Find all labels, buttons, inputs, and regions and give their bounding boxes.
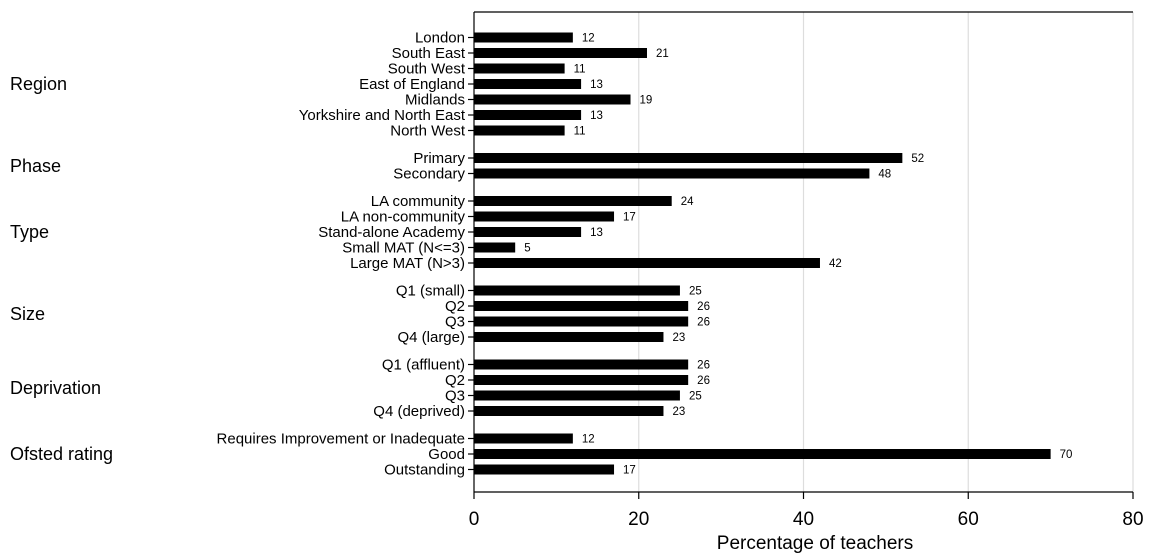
category-label: Q2 xyxy=(445,372,465,389)
bar xyxy=(474,375,689,385)
group-label: Phase xyxy=(10,156,61,176)
data-label: 13 xyxy=(590,79,603,91)
category-label: North West xyxy=(390,123,466,140)
category-label: Q4 (deprived) xyxy=(373,403,465,420)
data-label: 25 xyxy=(689,286,702,298)
bar xyxy=(474,359,689,370)
bar xyxy=(474,449,1051,459)
category-label: Stand-alone Academy xyxy=(318,224,465,241)
data-label: 17 xyxy=(623,212,636,224)
bar xyxy=(474,227,582,237)
group-label: Region xyxy=(10,74,67,94)
x-tick-label: 0 xyxy=(469,509,480,530)
data-label: 11 xyxy=(574,126,586,138)
category-label: Q1 (small) xyxy=(396,283,465,300)
data-label: 21 xyxy=(656,48,669,60)
bar xyxy=(474,168,870,179)
group-label: Type xyxy=(10,222,49,242)
bar xyxy=(474,48,647,58)
category-label: Large MAT (N>3) xyxy=(350,255,465,272)
category-label: Small MAT (N<=3) xyxy=(342,240,465,257)
data-label: 13 xyxy=(590,227,603,239)
x-tick-label: 20 xyxy=(628,509,649,530)
group-label: Size xyxy=(10,304,45,324)
data-label: 70 xyxy=(1060,449,1073,461)
category-label: Primary xyxy=(413,150,465,167)
category-label: Secondary xyxy=(393,166,465,183)
data-label: 12 xyxy=(582,33,595,45)
bar xyxy=(474,125,565,136)
data-labels: 12 21 11 13 19 13 11 52 48 24 17 13 5 42 25 26 26 23 26 26 2… xyxy=(524,33,1072,477)
data-label: 48 xyxy=(878,169,891,181)
category-label: Outstanding xyxy=(384,462,465,479)
bar xyxy=(474,196,672,206)
bar xyxy=(474,32,573,43)
data-label: 26 xyxy=(697,360,710,372)
bar xyxy=(474,332,664,342)
group-label: Deprivation xyxy=(10,378,101,398)
category-label: East of England xyxy=(359,76,465,93)
data-label: 42 xyxy=(829,258,842,270)
category-label: Midlands xyxy=(405,92,465,109)
group-label: Ofsted rating xyxy=(10,444,113,464)
data-label: 23 xyxy=(672,406,685,418)
bar xyxy=(474,316,689,327)
category-label: London xyxy=(415,30,465,47)
data-label: 19 xyxy=(640,95,653,107)
bar xyxy=(474,433,573,444)
category-label: LA community xyxy=(371,193,466,210)
category-label: South West xyxy=(388,61,466,78)
category-label: Yorkshire and North East xyxy=(299,107,466,124)
bar xyxy=(474,63,565,74)
data-label: 5 xyxy=(524,243,530,255)
group-labels: Region Phase Type Size Deprivation Ofsted rat… xyxy=(10,74,113,464)
category-label: Q3 xyxy=(445,314,465,331)
bar xyxy=(474,242,516,253)
bar xyxy=(474,110,582,120)
category-label: Q2 xyxy=(445,298,465,315)
x-axis: 0 20 40 60 80 xyxy=(468,11,1144,530)
x-axis-title: Percentage of teachers xyxy=(717,533,913,554)
data-label: 26 xyxy=(697,317,710,329)
data-label: 11 xyxy=(574,64,586,76)
bar xyxy=(474,153,903,163)
x-tick-label: 60 xyxy=(958,509,979,530)
data-label: 17 xyxy=(623,465,636,477)
bar xyxy=(474,464,615,475)
data-label: 26 xyxy=(697,301,710,313)
data-label: 13 xyxy=(590,110,603,122)
category-label: Good xyxy=(428,446,465,463)
bar xyxy=(474,94,631,105)
bar xyxy=(474,258,820,268)
category-label: South East xyxy=(392,45,466,62)
category-label: Q1 (affluent) xyxy=(382,357,465,374)
bar xyxy=(474,79,582,89)
category-label: Q3 xyxy=(445,388,465,405)
category-label: LA non-community xyxy=(341,209,466,226)
data-label: 26 xyxy=(697,375,710,387)
bar xyxy=(474,406,664,416)
bar xyxy=(474,301,689,311)
x-tick-label: 40 xyxy=(793,509,814,530)
category-label: Requires Improvement or Inadequate xyxy=(217,431,465,448)
bar xyxy=(474,211,615,222)
grid-lines xyxy=(638,12,1134,492)
bar xyxy=(474,390,680,401)
category-label: Q4 (large) xyxy=(397,329,465,346)
bars xyxy=(474,32,1051,475)
bar xyxy=(474,285,680,296)
data-label: 25 xyxy=(689,391,702,403)
data-label: 24 xyxy=(681,196,694,208)
data-label: 12 xyxy=(582,434,595,446)
data-label: 23 xyxy=(672,332,685,344)
x-tick-label: 80 xyxy=(1122,509,1143,530)
data-label: 52 xyxy=(911,153,924,165)
